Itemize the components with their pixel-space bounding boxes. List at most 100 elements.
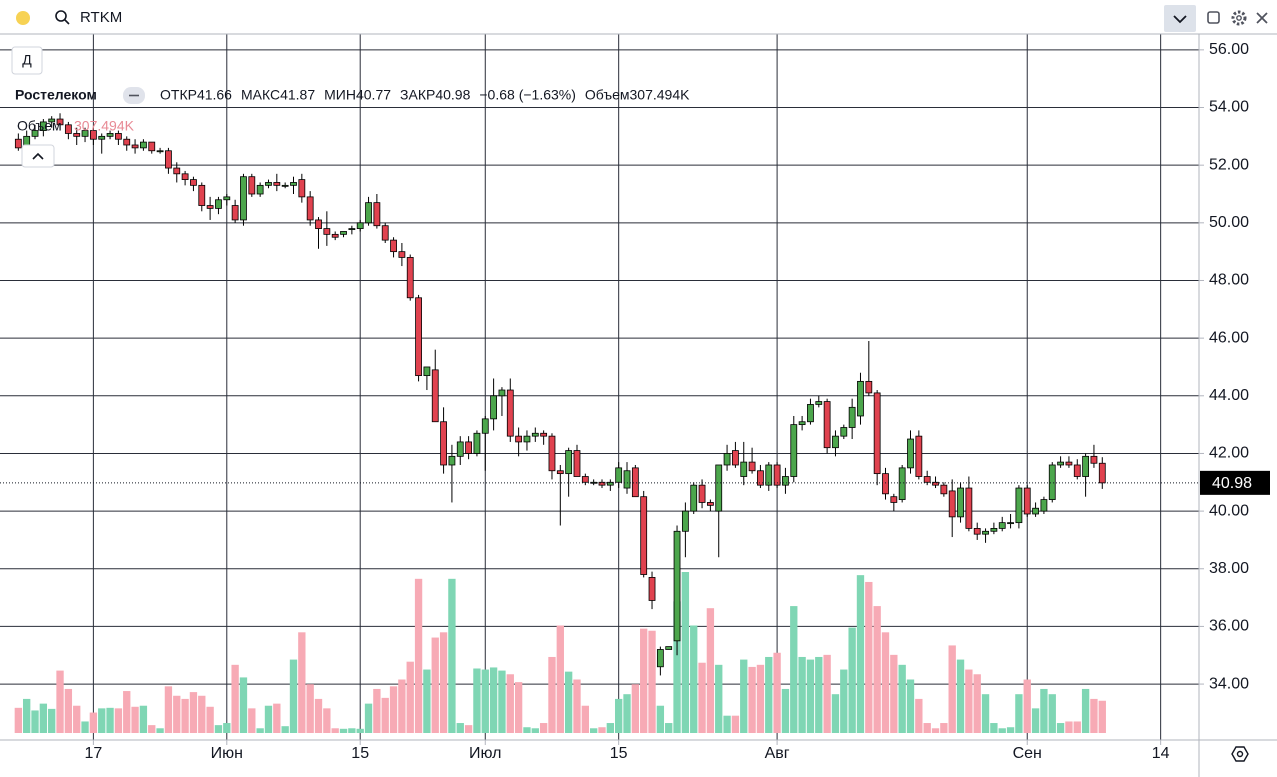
volume-bar [531, 728, 539, 733]
candle-body [206, 205, 214, 209]
x-tick-label: 15 [610, 745, 628, 762]
candle-body [932, 481, 939, 486]
x-tick-label: 17 [84, 745, 102, 762]
volume-bar [348, 728, 356, 733]
volume-bar [1073, 721, 1081, 733]
candle-body [648, 577, 656, 601]
volume-bar [289, 659, 298, 733]
candle-body [506, 389, 514, 437]
legend-low-label: МИН [324, 87, 356, 103]
volume-bar [23, 698, 31, 733]
volume-bar [456, 723, 464, 733]
close-icon[interactable] [1256, 12, 1268, 24]
legend-close: 40.98 [435, 87, 470, 103]
candle-body [431, 369, 439, 423]
volume-bar [798, 656, 806, 733]
dropdown-button[interactable] [1164, 5, 1196, 32]
volume-bar [81, 721, 89, 733]
candle-body [440, 421, 447, 466]
last-price-box [1200, 470, 1270, 495]
candle-body [540, 432, 548, 437]
volume-bar [231, 664, 239, 733]
volume-bar [339, 728, 348, 733]
volume-bar [1015, 694, 1023, 733]
volume-bar [673, 601, 681, 733]
volume-bar [264, 705, 273, 733]
chart-settings-button[interactable] [1231, 746, 1249, 762]
volume-bar [173, 695, 181, 733]
candle-body [606, 481, 614, 486]
volume-bar [198, 695, 206, 733]
collapse-button[interactable] [21, 144, 55, 168]
candle-body [865, 380, 873, 394]
volume-bar [940, 723, 948, 733]
volume-bar [189, 692, 198, 733]
volume-bar [915, 698, 923, 733]
candle-body [1057, 461, 1064, 466]
volume-bar [114, 708, 123, 733]
candle-body [948, 490, 956, 518]
volume-bar [323, 708, 331, 733]
legend-high: 41.87 [280, 87, 315, 103]
candle-body [181, 173, 189, 180]
volume-bar [581, 705, 589, 733]
candle-body [556, 470, 564, 475]
volume-bar [848, 627, 856, 733]
candle-body [165, 150, 172, 169]
candle-body [706, 502, 714, 506]
volume-bar [439, 632, 448, 733]
volume-bar [131, 706, 139, 733]
y-tick-label: 38.00 [1209, 560, 1249, 577]
y-tick-label: 56.00 [1209, 41, 1249, 58]
candle-body [156, 150, 164, 153]
interval-label[interactable]: Д [22, 52, 32, 68]
interval-button[interactable] [11, 46, 43, 75]
volume-bar [489, 667, 498, 733]
volume-bar [865, 581, 873, 733]
candle-body [681, 510, 689, 532]
volume-bar [73, 705, 81, 733]
candle-body [907, 438, 914, 469]
volume-bar [606, 723, 615, 733]
candle-body [548, 435, 556, 472]
candle-body [215, 199, 222, 209]
y-tick-label: 42.00 [1209, 445, 1249, 462]
volume-bar [206, 706, 214, 733]
candle-body [748, 461, 756, 472]
candle-body [73, 133, 81, 137]
volume-bar [464, 725, 473, 733]
candle-body [290, 182, 297, 186]
volume-bar [715, 664, 723, 733]
candle-body [840, 427, 848, 437]
volume-bar [623, 694, 631, 733]
search-icon[interactable] [55, 10, 70, 25]
symbol[interactable]: RTKM [80, 9, 122, 26]
candle-body [131, 144, 139, 149]
volume-bar [831, 694, 840, 733]
candle-body [873, 392, 881, 475]
volume-bar [790, 606, 798, 733]
volume-bar [890, 654, 898, 733]
settings-icon[interactable] [1231, 10, 1247, 26]
candle-body [1073, 464, 1081, 477]
candle-body [673, 530, 681, 642]
y-tick-label: 50.00 [1209, 214, 1249, 231]
volume-bar [56, 670, 64, 733]
volume-bar [698, 662, 706, 733]
candle-body [231, 205, 239, 221]
candle-body [498, 389, 506, 397]
volume-bar [640, 628, 648, 733]
candle-body [740, 461, 748, 477]
y-tick-label: 40.00 [1209, 502, 1249, 519]
volume-bar [31, 710, 39, 733]
legend-toggle[interactable] [123, 87, 145, 104]
volume-bar [723, 715, 731, 733]
volume-bar [1098, 700, 1106, 733]
candle-body [807, 404, 814, 423]
window-icon[interactable] [1207, 11, 1220, 24]
volume-bar [356, 728, 364, 733]
candle-body [114, 133, 122, 140]
x-tick-label: Июн [211, 745, 243, 762]
volume-bar [223, 723, 231, 733]
volume-bar [656, 705, 665, 733]
